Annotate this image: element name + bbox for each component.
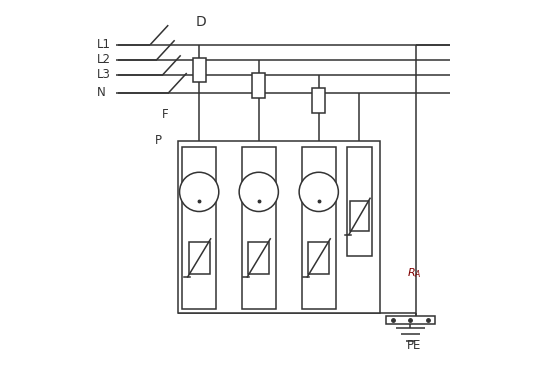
Circle shape bbox=[239, 172, 278, 212]
Bar bbox=[312, 88, 325, 112]
Bar bbox=[248, 242, 269, 274]
Text: N: N bbox=[97, 86, 106, 99]
Text: P: P bbox=[155, 135, 162, 147]
Bar bbox=[179, 141, 380, 313]
Bar bbox=[252, 73, 265, 98]
Bar bbox=[242, 147, 276, 309]
Bar bbox=[347, 147, 372, 256]
Circle shape bbox=[299, 172, 338, 212]
Circle shape bbox=[180, 172, 219, 212]
Text: L2: L2 bbox=[97, 53, 111, 66]
Text: PE: PE bbox=[406, 339, 421, 352]
Bar bbox=[350, 201, 369, 231]
Bar bbox=[302, 147, 336, 309]
Text: L1: L1 bbox=[97, 38, 111, 51]
Text: D: D bbox=[195, 15, 206, 29]
Bar bbox=[189, 242, 210, 274]
Bar bbox=[192, 58, 206, 82]
Bar bbox=[309, 242, 329, 274]
Text: $R_A$: $R_A$ bbox=[406, 266, 421, 280]
Bar bbox=[182, 147, 216, 309]
Text: F: F bbox=[163, 108, 169, 121]
Bar bbox=[386, 316, 435, 324]
Text: L3: L3 bbox=[97, 68, 111, 81]
